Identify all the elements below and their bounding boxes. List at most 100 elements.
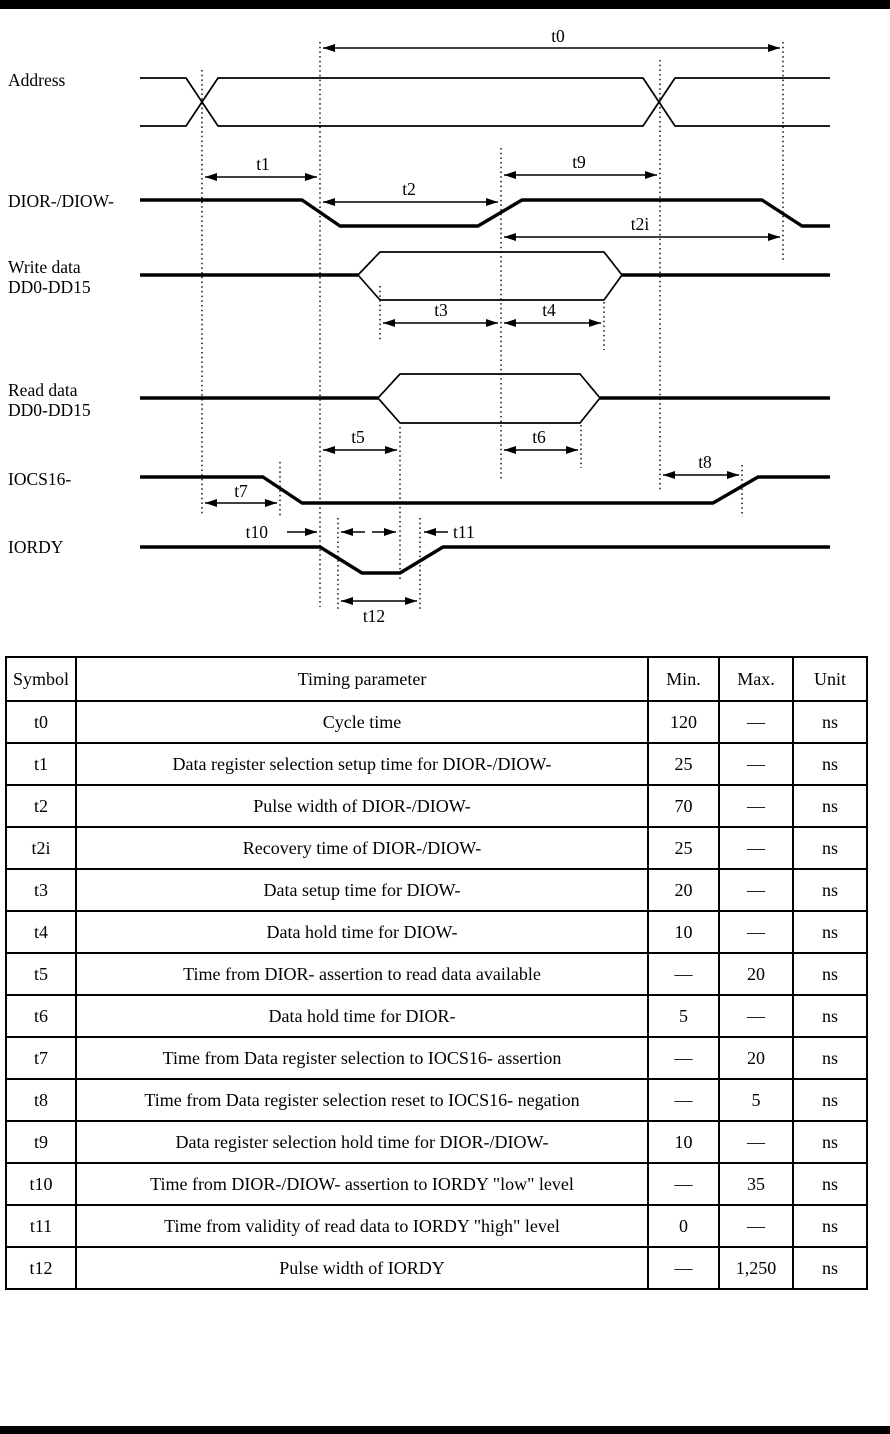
- cell-symbol: t11: [5, 1204, 77, 1248]
- table-row: t3 Data setup time for DIOW- 20 — ns: [5, 868, 868, 912]
- iordy-waveform: [140, 545, 830, 575]
- table-row: t2i Recovery time of DIOR-/DIOW- 25 — ns: [5, 826, 868, 870]
- cell-parameter: Recovery time of DIOR-/DIOW-: [75, 826, 649, 870]
- cell-parameter: Time from DIOR- assertion to read data a…: [75, 952, 649, 996]
- t3-label: t3: [434, 300, 448, 320]
- signal-label-group: Address DIOR-/DIOW- Write data DD0-DD15 …: [8, 70, 114, 557]
- cell-min: 120: [647, 700, 720, 744]
- cell-max: —: [718, 700, 794, 744]
- cell-max: —: [718, 868, 794, 912]
- cell-max: —: [718, 994, 794, 1038]
- t6-label: t6: [532, 427, 546, 447]
- t11-label: t11: [453, 522, 475, 542]
- cell-parameter: Time from validity of read data to IORDY…: [75, 1204, 649, 1248]
- cell-min: 20: [647, 868, 720, 912]
- cell-min: 10: [647, 910, 720, 954]
- t4-label: t4: [542, 300, 556, 320]
- cell-symbol: t3: [5, 868, 77, 912]
- cell-min: 5: [647, 994, 720, 1038]
- t10-label: t10: [246, 522, 269, 542]
- iocs16-label: IOCS16-: [8, 469, 71, 489]
- cell-min: 0: [647, 1204, 720, 1248]
- t12-label: t12: [363, 606, 385, 626]
- cell-max: 20: [718, 1036, 794, 1080]
- cell-unit: ns: [792, 952, 868, 996]
- table-header-row: Symbol Timing parameter Min. Max. Unit: [5, 656, 868, 702]
- write-data-label: Write data: [8, 257, 81, 277]
- t2i-label: t2i: [631, 214, 650, 234]
- write-data-waveform: [140, 251, 830, 301]
- cell-unit: ns: [792, 1246, 868, 1290]
- cell-min: 25: [647, 742, 720, 786]
- cell-symbol: t2i: [5, 826, 77, 870]
- cell-parameter: Data hold time for DIOW-: [75, 910, 649, 954]
- col-header-parameter: Timing parameter: [75, 656, 649, 702]
- table-row: t5 Time from DIOR- assertion to read dat…: [5, 952, 868, 996]
- cell-min: —: [647, 1036, 720, 1080]
- read-data-bus-label: DD0-DD15: [8, 400, 91, 420]
- cell-max: —: [718, 742, 794, 786]
- bottom-rule: [0, 1426, 890, 1434]
- cell-unit: ns: [792, 1162, 868, 1206]
- cell-max: 20: [718, 952, 794, 996]
- timing-arrows: [205, 44, 780, 605]
- cell-max: —: [718, 1120, 794, 1164]
- table-row: t1 Data register selection setup time fo…: [5, 742, 868, 786]
- dior-diow-label: DIOR-/DIOW-: [8, 191, 114, 211]
- cell-max: 35: [718, 1162, 794, 1206]
- table-row: t8 Time from Data register selection res…: [5, 1078, 868, 1122]
- cell-symbol: t4: [5, 910, 77, 954]
- t0-label: t0: [551, 26, 565, 46]
- cell-max: 1,250: [718, 1246, 794, 1290]
- cell-max: —: [718, 826, 794, 870]
- cell-symbol: t10: [5, 1162, 77, 1206]
- address-label: Address: [8, 70, 66, 90]
- cell-unit: ns: [792, 784, 868, 828]
- cell-min: —: [647, 952, 720, 996]
- cell-unit: ns: [792, 994, 868, 1038]
- top-rule: [0, 0, 890, 9]
- col-header-min: Min.: [647, 656, 720, 702]
- cell-parameter: Data hold time for DIOR-: [75, 994, 649, 1038]
- cell-unit: ns: [792, 700, 868, 744]
- cell-symbol: t1: [5, 742, 77, 786]
- cell-parameter: Data register selection hold time for DI…: [75, 1120, 649, 1164]
- cell-parameter: Data setup time for DIOW-: [75, 868, 649, 912]
- dotted-guides: [201, 42, 784, 612]
- cell-min: 10: [647, 1120, 720, 1164]
- cell-min: —: [647, 1246, 720, 1290]
- timing-label-group: t0 t1 t2 t9 t2i t3 t4 t5 t6 t7 t8 t10 t1…: [234, 26, 712, 626]
- table-row: t10 Time from DIOR-/DIOW- assertion to I…: [5, 1162, 868, 1206]
- dior-diow-waveform: [140, 198, 830, 228]
- iocs16-waveform: [140, 475, 830, 505]
- t2-label: t2: [402, 179, 416, 199]
- table-row: t0 Cycle time 120 — ns: [5, 700, 868, 744]
- table-row: t4 Data hold time for DIOW- 10 — ns: [5, 910, 868, 954]
- cell-min: —: [647, 1078, 720, 1122]
- cell-max: —: [718, 784, 794, 828]
- t1-label: t1: [256, 154, 270, 174]
- cell-symbol: t8: [5, 1078, 77, 1122]
- cell-unit: ns: [792, 868, 868, 912]
- t7-label: t7: [234, 481, 248, 501]
- cell-min: 25: [647, 826, 720, 870]
- t5-label: t5: [351, 427, 365, 447]
- cell-min: 70: [647, 784, 720, 828]
- cell-parameter: Data register selection setup time for D…: [75, 742, 649, 786]
- address-waveform: [140, 77, 830, 127]
- table-row: t12 Pulse width of IORDY — 1,250 ns: [5, 1246, 868, 1290]
- cell-unit: ns: [792, 1204, 868, 1248]
- cell-parameter: Time from DIOR-/DIOW- assertion to IORDY…: [75, 1162, 649, 1206]
- cell-max: —: [718, 1204, 794, 1248]
- cell-unit: ns: [792, 1078, 868, 1122]
- cell-symbol: t12: [5, 1246, 77, 1290]
- read-data-waveform: [140, 373, 830, 424]
- cell-symbol: t0: [5, 700, 77, 744]
- cell-parameter: Pulse width of DIOR-/DIOW-: [75, 784, 649, 828]
- cell-unit: ns: [792, 910, 868, 954]
- cell-unit: ns: [792, 1120, 868, 1164]
- cell-symbol: t9: [5, 1120, 77, 1164]
- t9-label: t9: [572, 152, 586, 172]
- cell-parameter: Cycle time: [75, 700, 649, 744]
